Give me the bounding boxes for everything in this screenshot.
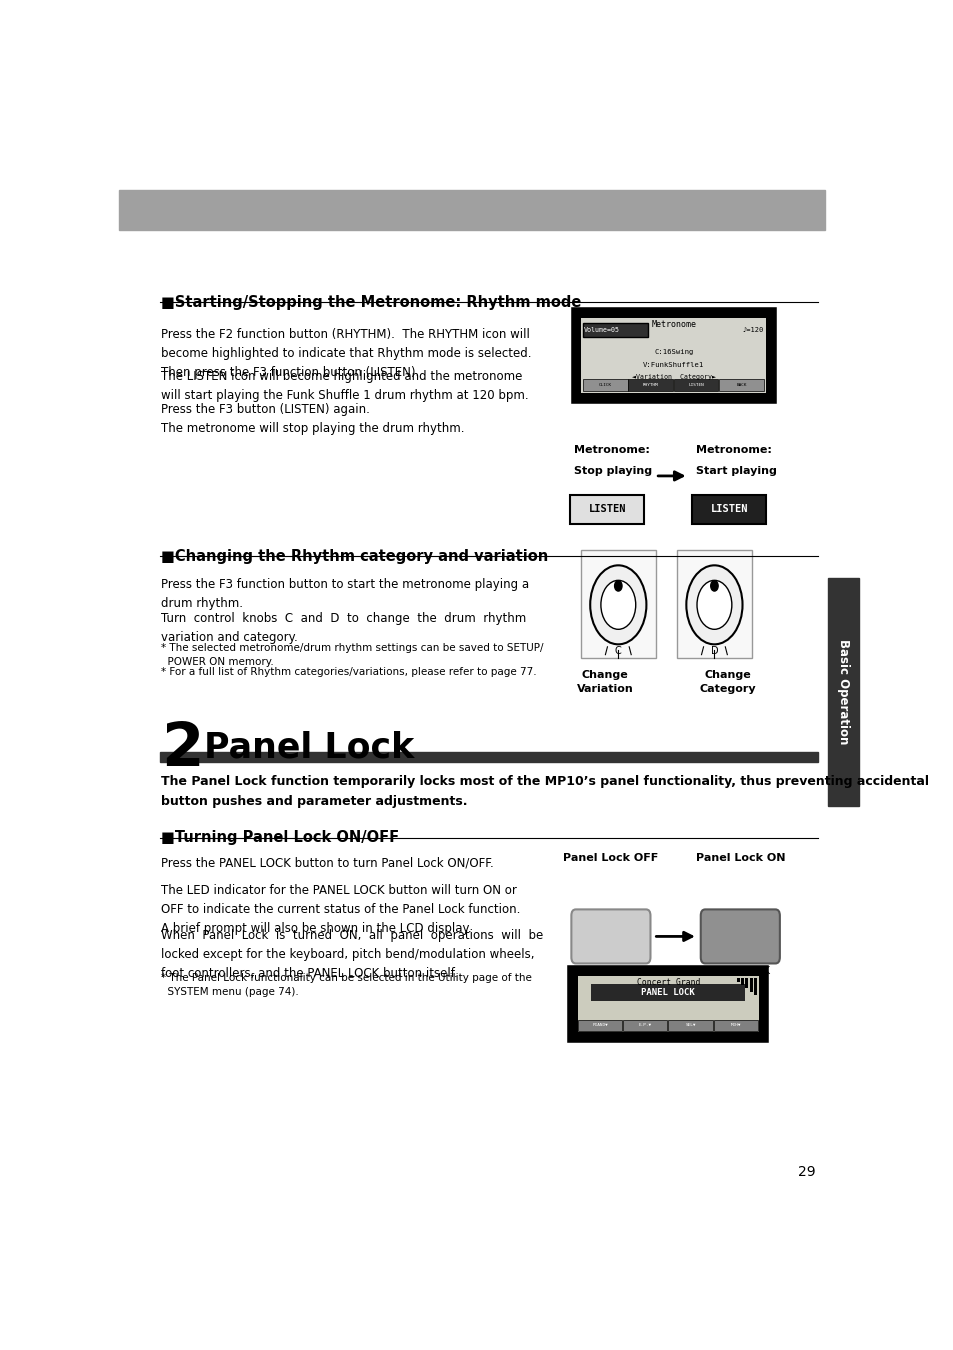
Text: RHYTHM: RHYTHM (642, 383, 659, 387)
Circle shape (590, 566, 646, 644)
Bar (582, 379, 627, 390)
Bar (577, 976, 758, 1031)
Bar (713, 1019, 758, 1031)
Bar (749, 977, 752, 991)
FancyBboxPatch shape (571, 910, 650, 964)
Text: Panel Lock OFF: Panel Lock OFF (562, 853, 658, 863)
Bar (570, 494, 643, 524)
Text: PIANO▼: PIANO▼ (592, 1023, 607, 1027)
FancyBboxPatch shape (574, 309, 773, 401)
Bar (754, 977, 757, 995)
Text: Press the F2 function button (RHYTHM).  The RHYTHM icon will
become highlighted : Press the F2 function button (RHYTHM). T… (161, 328, 532, 379)
Bar (673, 379, 718, 390)
Text: Metronome: Metronome (651, 320, 696, 329)
Bar (740, 977, 743, 986)
Text: The metronome will stop playing the drum rhythm.: The metronome will stop playing the drum… (161, 421, 464, 435)
Bar (577, 1019, 621, 1031)
Bar (667, 1019, 712, 1031)
Text: Panel Lock ON: Panel Lock ON (695, 853, 784, 863)
FancyBboxPatch shape (580, 319, 765, 393)
Bar (622, 1019, 667, 1031)
Text: Stop playing: Stop playing (574, 466, 652, 475)
Text: PANEL LOCK: PANEL LOCK (640, 988, 695, 998)
Text: ■Turning Panel Lock ON/OFF: ■Turning Panel Lock ON/OFF (161, 830, 399, 845)
Text: BACK: BACK (736, 383, 746, 387)
Circle shape (710, 580, 718, 591)
Text: V:FunkShuffle1: V:FunkShuffle1 (642, 362, 703, 367)
Circle shape (685, 566, 741, 644)
Bar (590, 984, 744, 1000)
Text: ♪=120: ♪=120 (742, 328, 763, 333)
Bar (736, 977, 739, 983)
Text: Press the F3 button (LISTEN) again.: Press the F3 button (LISTEN) again. (161, 404, 370, 416)
Text: LISTEN: LISTEN (688, 383, 703, 387)
FancyBboxPatch shape (676, 549, 751, 657)
Text: Press the F3 function button to start the metronome playing a
drum rhythm.: Press the F3 function button to start th… (161, 578, 529, 610)
Text: ■Changing the Rhythm category and variation: ■Changing the Rhythm category and variat… (161, 548, 548, 564)
Text: Change
Variation: Change Variation (576, 671, 633, 694)
Text: Panel Lock: Panel Lock (203, 730, 414, 764)
Text: Change
Category: Change Category (699, 671, 756, 694)
Text: When  Panel  Lock  is  turned  ON,  all  panel  operations  will  be
locked exce: When Panel Lock is turned ON, all panel … (161, 929, 543, 980)
Text: Concert Grand: Concert Grand (636, 977, 700, 987)
Bar (570, 968, 765, 1041)
Text: Volume=05: Volume=05 (583, 328, 619, 333)
Text: * The selected metronome/drum rhythm settings can be saved to SETUP/
  POWER ON : * The selected metronome/drum rhythm set… (161, 644, 543, 667)
Text: Turn  control  knobs  C  and  D  to  change  the  drum  rhythm
variation and cat: Turn control knobs C and D to change the… (161, 612, 526, 644)
Text: 2: 2 (161, 720, 204, 779)
Text: D: D (710, 647, 718, 656)
Text: E.P.▼: E.P.▼ (639, 1023, 652, 1027)
Circle shape (614, 580, 621, 591)
Text: The LISTEN icon will become highlighted and the metronome
will start playing the: The LISTEN icon will become highlighted … (161, 370, 529, 402)
Text: CLICK: CLICK (598, 383, 612, 387)
Text: * For a full list of Rhythm categories/variations, please refer to page 77.: * For a full list of Rhythm categories/v… (161, 667, 537, 678)
Bar (826, 578, 858, 806)
Text: * The Panel Lock functionality can be selected in the Utility page of the
  SYST: * The Panel Lock functionality can be se… (161, 973, 532, 996)
Circle shape (600, 580, 635, 629)
Text: Start playing: Start playing (695, 466, 776, 475)
Text: PANEL LOCK: PANEL LOCK (710, 965, 769, 976)
Text: Basic Operation: Basic Operation (836, 640, 849, 745)
Bar (719, 379, 763, 390)
Text: ◄Variation  Category►: ◄Variation Category► (631, 374, 715, 381)
Bar (744, 977, 748, 988)
Bar (160, 752, 817, 761)
Bar (628, 379, 672, 390)
Text: 29: 29 (798, 1165, 815, 1179)
Text: SEL▼: SEL▼ (685, 1023, 696, 1027)
Text: LISTEN: LISTEN (710, 504, 747, 514)
Bar (119, 190, 824, 230)
FancyBboxPatch shape (580, 549, 656, 657)
Bar (582, 323, 647, 336)
Text: C:16Swing: C:16Swing (654, 350, 693, 355)
Text: MIH▼: MIH▼ (730, 1023, 740, 1027)
FancyBboxPatch shape (700, 910, 779, 964)
Text: Press the PANEL LOCK button to turn Panel Lock ON/OFF.: Press the PANEL LOCK button to turn Pane… (161, 856, 494, 869)
Text: The LED indicator for the PANEL LOCK button will turn ON or
OFF to indicate the : The LED indicator for the PANEL LOCK but… (161, 884, 520, 936)
Text: Metronome:: Metronome: (574, 444, 649, 455)
Text: C: C (615, 647, 621, 656)
Text: Metronome:: Metronome: (695, 444, 771, 455)
Circle shape (697, 580, 731, 629)
Text: ■Starting/Stopping the Metronome: Rhythm mode: ■Starting/Stopping the Metronome: Rhythm… (161, 296, 581, 310)
Text: LISTEN: LISTEN (588, 504, 625, 514)
Text: PANEL LOCK: PANEL LOCK (580, 965, 640, 976)
Text: The Panel Lock function temporarily locks most of the MP10’s panel functionality: The Panel Lock function temporarily lock… (161, 775, 928, 809)
Bar (692, 494, 765, 524)
